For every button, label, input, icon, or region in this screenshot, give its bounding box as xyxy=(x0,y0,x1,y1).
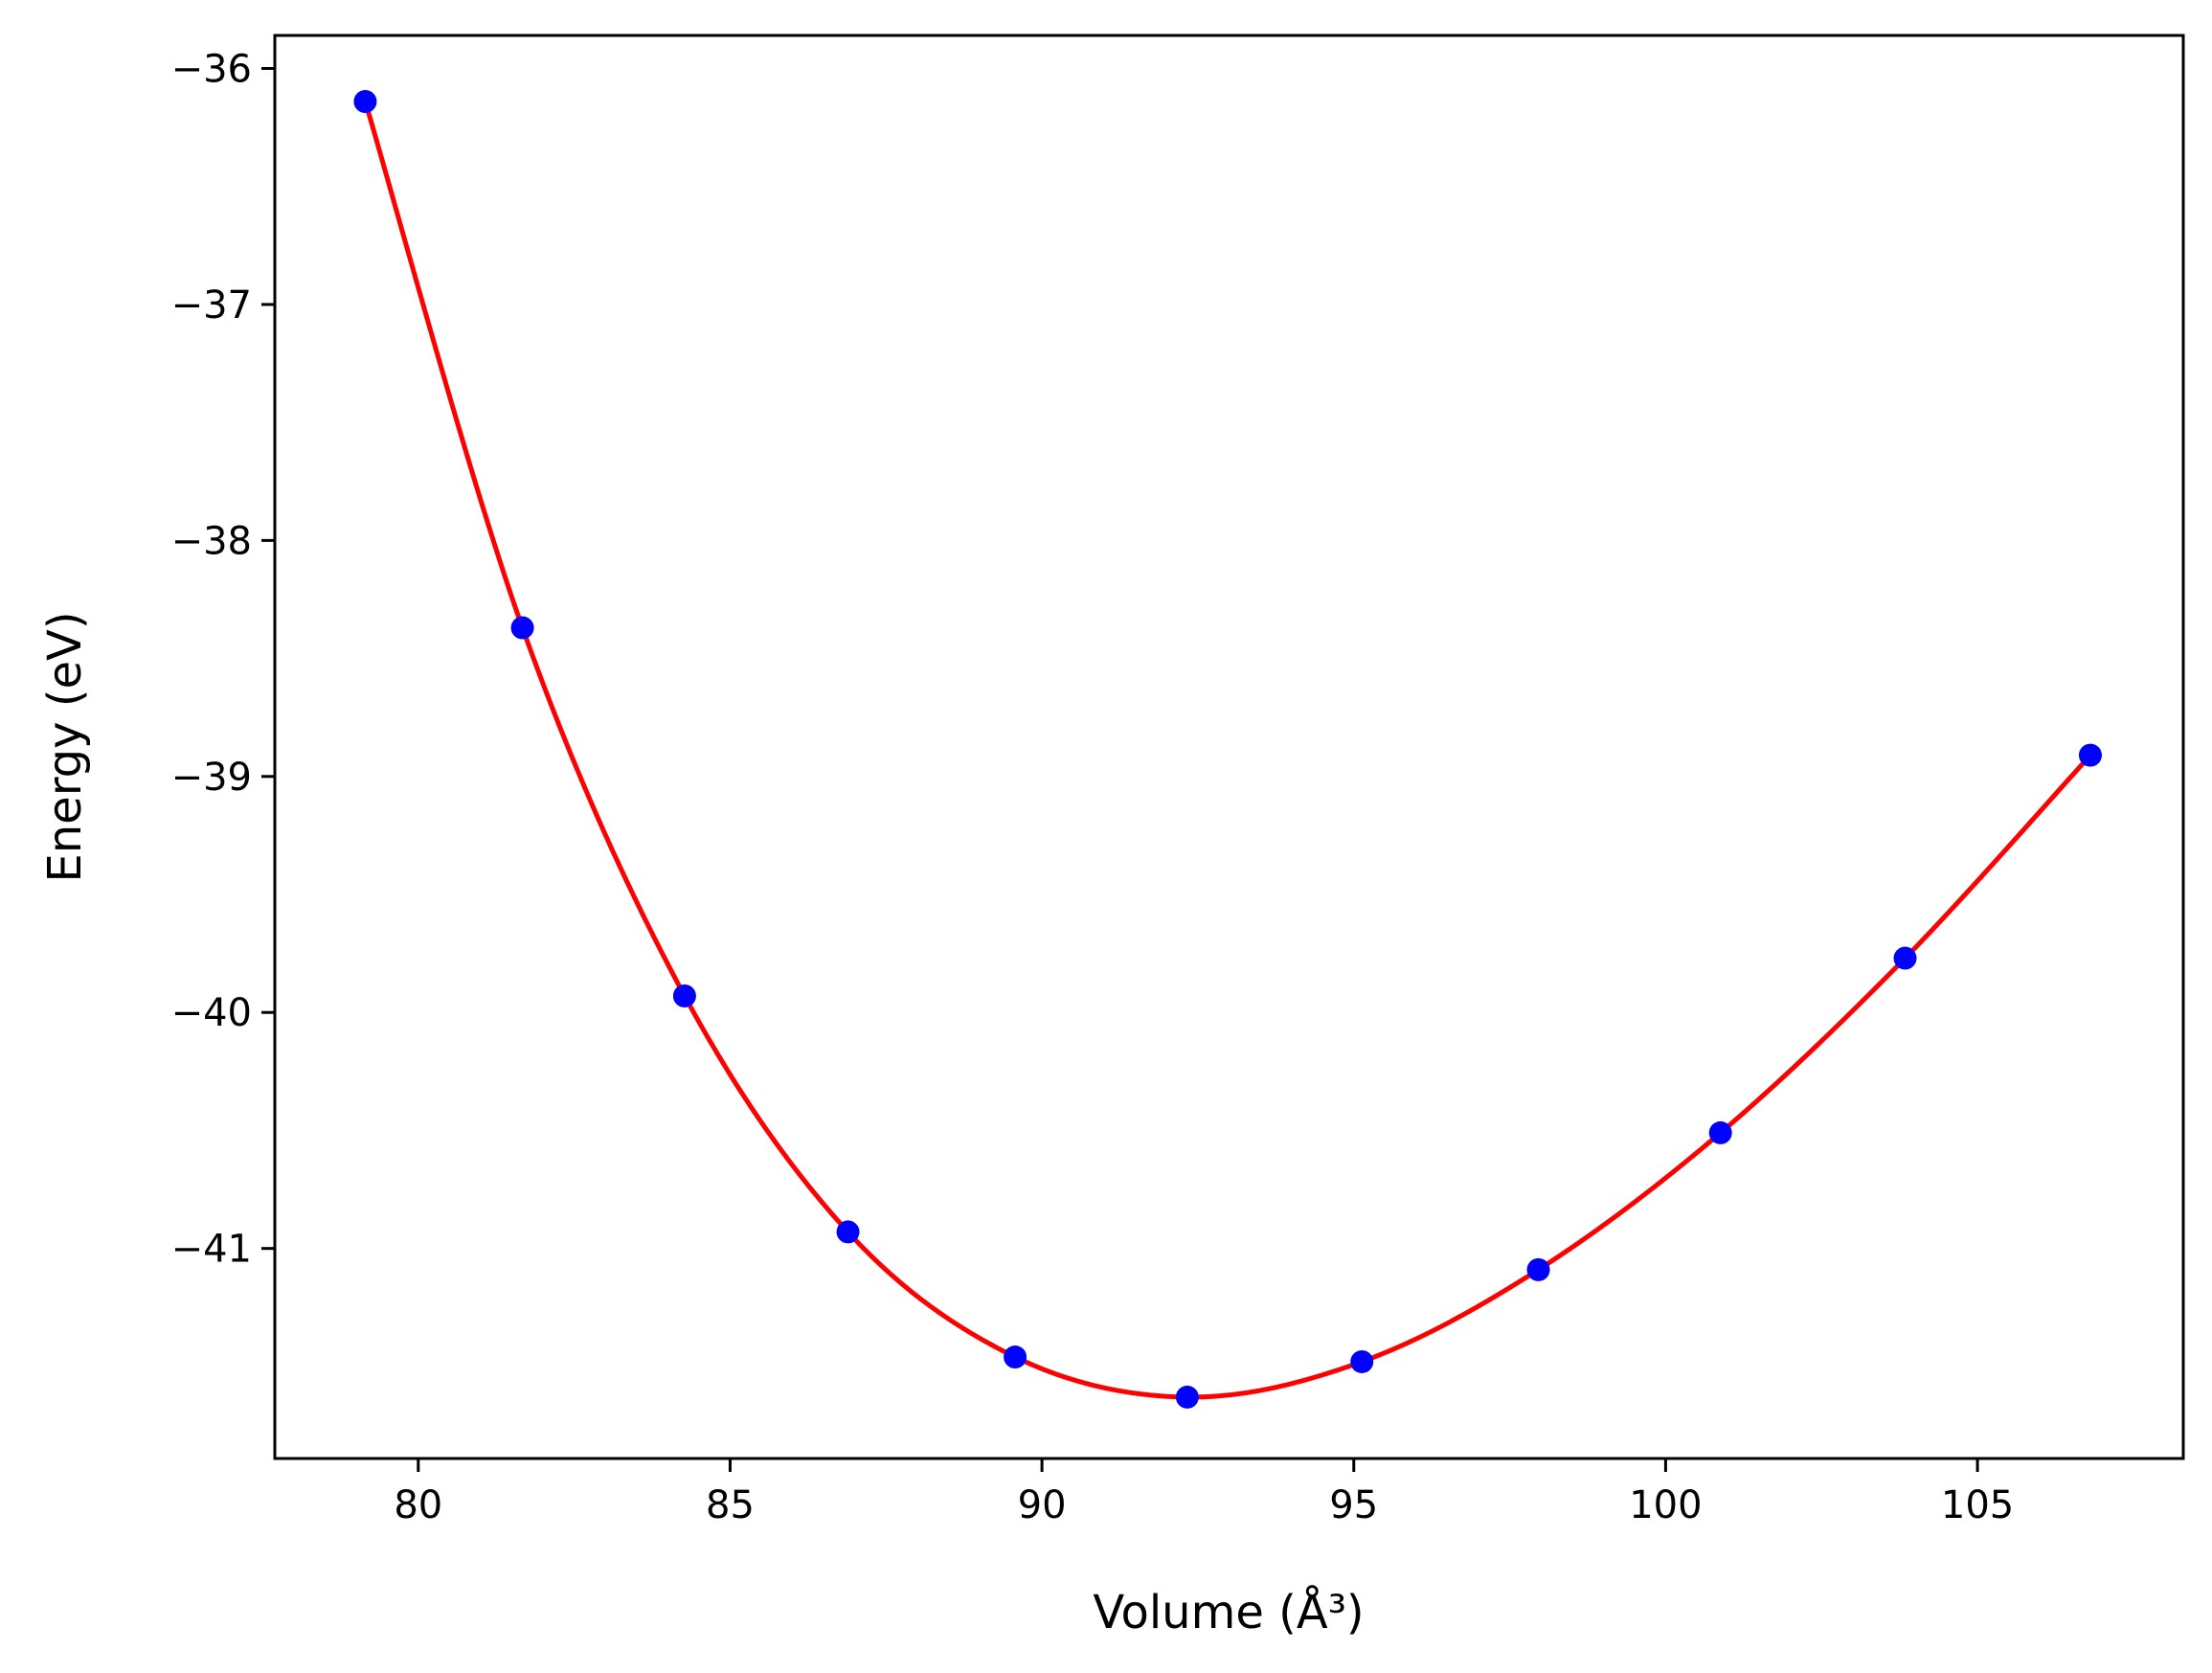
fit-curve-line xyxy=(363,101,2092,1400)
data-point xyxy=(1526,1257,1550,1281)
x-tick-label: 80 xyxy=(394,1483,442,1527)
y-tick-label: −38 xyxy=(171,519,252,563)
y-tick-label: −36 xyxy=(171,48,252,92)
y-tick-label: −39 xyxy=(171,756,252,800)
data-point xyxy=(1350,1349,1374,1373)
data-point xyxy=(1708,1120,1732,1144)
data-point xyxy=(1004,1345,1027,1369)
data-point xyxy=(672,983,696,1007)
data-point xyxy=(1175,1385,1199,1409)
data-point xyxy=(510,616,534,640)
x-axis-label: Volume (Å³) xyxy=(1093,1585,1364,1639)
plot-frame xyxy=(273,34,2185,1460)
x-tick-label: 100 xyxy=(1629,1483,1702,1527)
data-point xyxy=(1893,946,1917,970)
x-axis-ticks: 80 85 90 95 100 105 xyxy=(394,1458,2014,1527)
y-tick-label: −37 xyxy=(171,283,252,328)
data-point xyxy=(353,90,377,114)
x-tick-label: 85 xyxy=(706,1483,755,1527)
y-tick-label: −40 xyxy=(171,991,252,1035)
x-tick-label: 105 xyxy=(1941,1483,2014,1527)
plot-marks xyxy=(353,90,2102,1409)
y-axis-label: Energy (eV) xyxy=(38,611,92,882)
data-point xyxy=(2078,743,2102,767)
y-tick-label: −41 xyxy=(171,1228,252,1272)
data-point xyxy=(836,1220,860,1244)
x-tick-label: 95 xyxy=(1329,1483,1378,1527)
x-tick-label: 90 xyxy=(1018,1483,1067,1527)
y-axis-ticks: −36 −37 −38 −39 −40 −41 xyxy=(171,48,275,1272)
